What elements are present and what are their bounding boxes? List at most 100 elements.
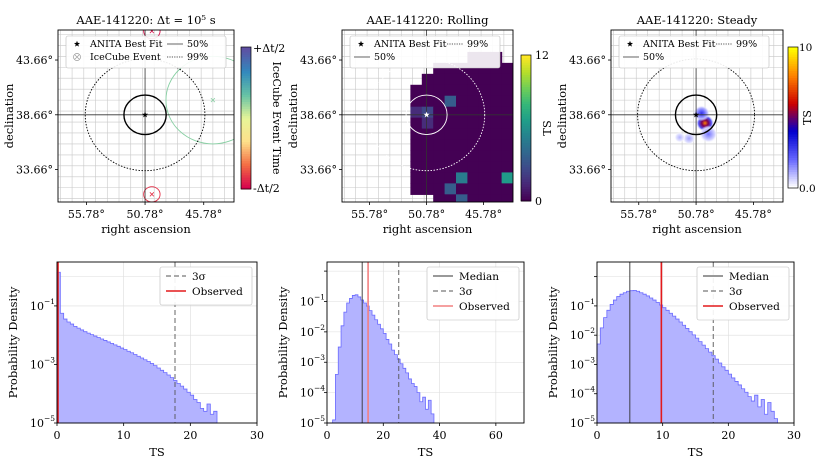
- y-tick-exponent: −1: [584, 297, 595, 306]
- colorbar-segment: [521, 98, 531, 102]
- colorbar-segment: [788, 124, 798, 128]
- legend-circle-x-icon: [73, 53, 81, 61]
- colorbar-segment: [521, 79, 531, 83]
- ts-pixel: [467, 84, 480, 97]
- ts-pixel: [490, 62, 503, 75]
- colorbar-segment: [521, 106, 531, 110]
- colorbar-segment: [241, 91, 251, 95]
- colorbar-segment: [521, 74, 531, 78]
- ts-pixel: [467, 183, 480, 195]
- ts-pixel: [456, 95, 468, 108]
- legend-label: 99%: [187, 52, 208, 63]
- legend-label: ANITA Best Fit: [89, 39, 163, 50]
- colorbar-segment: [521, 147, 531, 151]
- colorbar-segment: [521, 191, 531, 195]
- colorbar-frame: [520, 54, 532, 202]
- ts-pixel: [456, 194, 468, 202]
- ts-pixel: [536, 140, 548, 152]
- x-tick-label: 0: [324, 429, 331, 442]
- ts-pixel: [421, 139, 434, 152]
- y-tick-base: 10: [570, 329, 584, 342]
- colorbar-segment: [521, 188, 531, 192]
- colorbar-segment: [521, 162, 531, 165]
- ts-pixel: [501, 194, 513, 202]
- colorbar-segment: [788, 152, 798, 156]
- ts-hotspot: [693, 105, 710, 122]
- colorbar-segment: [241, 47, 251, 50]
- ts-pixel: [478, 161, 491, 174]
- colorbar-segment: [241, 99, 251, 102]
- ts-pixel: [433, 172, 446, 184]
- ts-pixel: [444, 172, 457, 184]
- colorbar-segment: [241, 82, 251, 86]
- colorbar-segment: [521, 137, 531, 141]
- ts-pixel: [410, 84, 423, 97]
- ts-pixel: [410, 128, 423, 141]
- y-tick-exponent: −4: [584, 385, 595, 394]
- ts-pixel: [433, 106, 446, 119]
- x-axis-label: TS: [418, 445, 434, 459]
- legend-label: Median: [459, 271, 499, 283]
- ts-pixel: [490, 73, 503, 86]
- colorbar-max-label: 10: [799, 42, 812, 54]
- ts-pixel: [490, 183, 503, 195]
- icecube-event-marker: [210, 97, 216, 103]
- colorbar-title: IceCube Event Time: [270, 61, 283, 174]
- ts-pixel: [433, 161, 446, 174]
- colorbar-segment: [241, 177, 251, 181]
- x-tick-label: 20: [183, 429, 197, 442]
- colorbar-segment: [241, 127, 251, 131]
- colorbar-segment: [521, 84, 531, 88]
- colorbar-segment: [788, 96, 798, 100]
- colorbar-frame: [787, 46, 799, 189]
- colorbar-segment: [241, 162, 251, 166]
- colorbar-segment: [241, 89, 251, 93]
- colorbar-segment: [241, 129, 251, 133]
- colorbar-segment: [788, 131, 798, 135]
- x-axis-label: right ascension: [652, 222, 742, 236]
- y-tick-exponent: −5: [314, 414, 325, 423]
- ts-pixel: [490, 117, 503, 130]
- colorbar-segment: [521, 132, 531, 136]
- colorbar-segment: [241, 49, 251, 53]
- x-tick-label: 45.78°: [735, 208, 772, 221]
- x-tick-label: 30: [250, 429, 264, 442]
- ts-pixel: [502, 205, 514, 217]
- x-tick-label: 10: [117, 429, 131, 442]
- ts-pixel: [433, 62, 446, 75]
- y-tick-exponent: −1: [44, 297, 55, 306]
- colorbar-segment: [788, 86, 798, 90]
- colorbar-segment: [788, 63, 798, 67]
- colorbar-segment: [788, 94, 798, 97]
- ts-pixel: [467, 150, 480, 163]
- x-tick-label: 55.78°: [620, 208, 657, 221]
- ts-pixel: [490, 106, 503, 119]
- colorbar-segment: [241, 153, 251, 157]
- panel-title: AAE-141220: Δt = 10⁵ s: [75, 13, 215, 27]
- colorbar-segment: [241, 165, 251, 169]
- colorbar-segment: [241, 84, 251, 88]
- ts-pixel: [444, 95, 457, 108]
- ts-pixel: [433, 128, 446, 141]
- colorbar-segment: [241, 179, 251, 183]
- ts-pixel: [490, 139, 503, 152]
- colorbar-segment: [521, 164, 531, 168]
- x-axis-label: TS: [688, 445, 704, 459]
- ts-pixel: [433, 84, 446, 97]
- colorbar-segment: [241, 181, 251, 185]
- x-tick-label: 55.78°: [68, 208, 105, 221]
- ts-pixel: [456, 73, 468, 86]
- colorbar-segment: [521, 125, 531, 129]
- colorbar-segment: [788, 77, 798, 81]
- colorbar-segment: [241, 65, 251, 69]
- colorbar-segment: [788, 173, 798, 177]
- colorbar-segment: [241, 115, 251, 119]
- colorbar-segment: [788, 157, 798, 161]
- y-tick-exponent: −2: [314, 323, 325, 332]
- colorbar-segment: [788, 162, 798, 165]
- ts-pixel: [478, 95, 491, 108]
- legend-label: ANITA Best Fit: [642, 39, 716, 50]
- ts-pixel: [444, 62, 457, 75]
- legend-label: Observed: [192, 286, 243, 298]
- x-tick-label: 10: [656, 429, 670, 442]
